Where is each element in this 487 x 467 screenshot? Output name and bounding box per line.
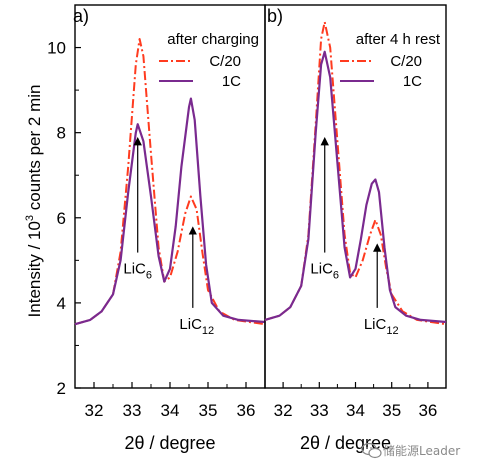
legend-entry-label: 1C — [403, 73, 422, 90]
legend-entry-label: C/20 — [209, 53, 241, 70]
annotation-label: LiC6 — [123, 261, 152, 282]
annotation-label-main: LiC — [364, 316, 387, 333]
x-tick-label: 32 — [85, 401, 104, 420]
x-axis-label: 2θ / degree — [124, 433, 215, 453]
y-tick-label: 6 — [57, 209, 66, 228]
x-tick-label: 35 — [199, 401, 218, 420]
series-line-1c — [74, 97, 266, 326]
y-axis-ticks: 2 4 6 8 10 — [47, 39, 81, 398]
panel-label: a) — [73, 6, 89, 26]
y-tick-label: 8 — [57, 124, 66, 143]
annotation-label-main: LiC — [310, 261, 333, 278]
condition-label: after charging — [167, 31, 259, 48]
annotation-label-sub: 12 — [202, 325, 214, 337]
y-tick-label: 4 — [57, 294, 66, 313]
x-tick-label: 33 — [123, 401, 142, 420]
y-tick-label: 2 — [57, 379, 66, 398]
y-axis-label: Intensity / 103 counts per 2 min — [24, 85, 44, 318]
panel-label: b) — [267, 6, 283, 26]
watermark: 储能源Leader — [361, 442, 460, 459]
condition-label: after 4 h rest — [356, 31, 441, 48]
wechat-icon — [361, 442, 382, 459]
annotation-label-sub: 6 — [333, 270, 339, 282]
y-tick-label: 10 — [47, 39, 66, 58]
x-tick-label: 33 — [310, 401, 329, 420]
y-axis-label-sup: 3 — [24, 215, 36, 221]
annotation-label-sub: 12 — [386, 325, 398, 337]
x-tick-label: 36 — [237, 401, 256, 420]
series-line-1c — [264, 50, 447, 324]
annotation-label-sub: 6 — [146, 270, 152, 282]
annotation-label-main: LiC — [179, 316, 202, 333]
panel-a: 32 33 34 35 36 2θ / degree a) after charging C/2… — [73, 4, 266, 453]
annotation-label: LiC12 — [179, 316, 214, 337]
x-tick-label: 34 — [346, 401, 365, 420]
x-axis-label: 2θ / degree — [300, 433, 391, 453]
panel-b: 32 33 34 35 36 2θ / degree b) after 4 h rest C/2… — [264, 4, 447, 453]
x-tick-label: 32 — [274, 401, 293, 420]
annotation-label: LiC6 — [310, 261, 339, 282]
annotation-label: LiC12 — [364, 316, 399, 337]
x-tick-label: 36 — [418, 401, 437, 420]
y-axis-label-rest: counts per 2 min — [25, 85, 44, 215]
y-axis-label-main: Intensity / 10 — [25, 221, 44, 317]
legend-entry-label: 1C — [222, 73, 241, 90]
watermark-text: 储能源Leader — [383, 443, 460, 458]
x-tick-label: 34 — [161, 401, 180, 420]
x-tick-label: 35 — [382, 401, 401, 420]
legend-entry-label: C/20 — [390, 53, 422, 70]
annotation-label-main: LiC — [123, 261, 146, 278]
